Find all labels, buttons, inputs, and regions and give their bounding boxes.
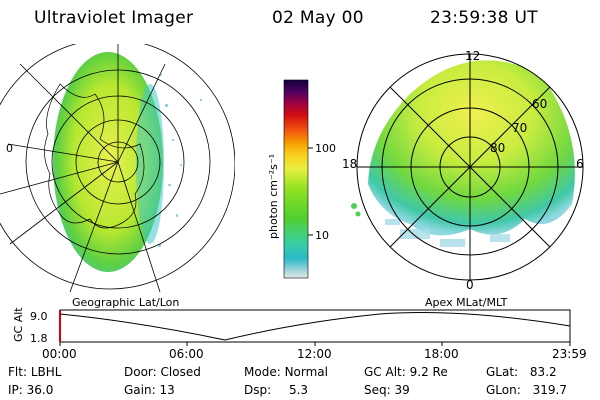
info-gain-value: 13 xyxy=(159,383,175,397)
info-glat-label: GLat: xyxy=(486,365,519,379)
coastline xyxy=(44,83,145,229)
altitude-plot-frame xyxy=(59,309,571,343)
info-glat: GLat: 83.2 xyxy=(486,365,557,379)
info-glon-label: GLon: xyxy=(486,383,521,397)
mlt-label-12: 12 xyxy=(465,49,480,63)
info-door: Door: Closed xyxy=(124,365,201,379)
altitude-ytick-max: 9.0 xyxy=(30,310,48,323)
polar-grid xyxy=(356,53,584,281)
mlt-label-18: 18 xyxy=(342,157,357,171)
altitude-plot: GC Alt 9.0 1.8 00:00 06:00 12:00 18:00 2… xyxy=(12,307,587,361)
altitude-curve xyxy=(59,312,571,341)
emission-speckles xyxy=(158,74,202,247)
colorbar-scale xyxy=(283,79,309,279)
info-gcalt-label: GC Alt: xyxy=(364,365,406,379)
info-seq: Seq: 39 xyxy=(364,383,410,397)
info-mode-value: Normal xyxy=(284,365,328,379)
info-mode: Mode: Normal xyxy=(244,365,328,379)
info-glat-value: 83.2 xyxy=(529,365,557,379)
altitude-ytick-min: 1.8 xyxy=(30,332,48,345)
info-ip-value: 36.0 xyxy=(26,383,54,397)
side-tick: 0 xyxy=(6,142,13,155)
info-dsp-label: Dsp: xyxy=(244,383,272,397)
altitude-xtick-2: 12:00 xyxy=(297,347,332,361)
colorbar-label-10: 10 xyxy=(315,229,329,242)
info-flt: Flt: LBHL xyxy=(8,365,61,379)
altitude-ylabel: GC Alt xyxy=(12,307,25,342)
info-ip-label: IP: xyxy=(8,383,23,397)
apex-polar-plot: 12 18 6 0 60 70 80 xyxy=(342,49,584,292)
geo-grid xyxy=(0,44,235,293)
colorbar: 100 10 photon cm⁻²s⁻¹ xyxy=(267,79,336,279)
date-label: 02 May 00 xyxy=(272,8,364,28)
right-panel-caption: Apex MLat/MLT xyxy=(425,296,508,309)
altitude-xtick-3: 18:00 xyxy=(424,347,459,361)
altitude-xtick-1: 06:00 xyxy=(169,347,204,361)
stray-point xyxy=(351,203,357,209)
info-seq-label: Seq: xyxy=(364,383,391,397)
info-ip: IP: 36.0 xyxy=(8,383,53,397)
info-gcalt: GC Alt: 9.2 Re xyxy=(364,365,448,379)
info-gain-label: Gain: xyxy=(124,383,156,397)
geographic-image: 0 xyxy=(0,44,235,293)
info-seq-value: 39 xyxy=(394,383,410,397)
mlt-label-0: 0 xyxy=(466,278,474,292)
instrument-title: Ultraviolet Imager xyxy=(34,8,194,28)
info-glon: GLon: 319.7 xyxy=(486,383,567,397)
info-glon-value: 319.7 xyxy=(532,383,567,397)
polar-speckles xyxy=(385,219,510,247)
auroral-oval xyxy=(368,60,575,236)
mlat-label-70: 70 xyxy=(512,121,527,135)
info-gain: Gain: 13 xyxy=(124,383,175,397)
time-label: 23:59:38 UT xyxy=(430,8,538,28)
info-door-value: Closed xyxy=(160,365,201,379)
info-flt-label: Flt: xyxy=(8,365,27,379)
info-flt-value: LBHL xyxy=(30,365,62,379)
info-mode-label: Mode: xyxy=(244,365,281,379)
mlat-label-80: 80 xyxy=(490,141,505,155)
left-panel-caption: Geographic Lat/Lon xyxy=(72,296,180,309)
colorbar-unit: photon cm⁻²s⁻¹ xyxy=(267,154,280,239)
emission-limb xyxy=(136,84,164,244)
colorbar-label-100: 100 xyxy=(315,142,336,155)
info-dsp: Dsp: 5.3 xyxy=(244,383,308,397)
altitude-xtick-4: 23:59 xyxy=(552,347,587,361)
info-dsp-value: 5.3 xyxy=(288,383,309,397)
info-door-label: Door: xyxy=(124,365,157,379)
mlat-label-60: 60 xyxy=(532,97,547,111)
mlt-label-6: 6 xyxy=(576,157,584,171)
info-gcalt-value: 9.2 Re xyxy=(409,365,448,379)
altitude-xticks xyxy=(59,342,571,346)
altitude-xtick-0: 00:00 xyxy=(42,347,77,361)
stray-point xyxy=(355,211,361,217)
